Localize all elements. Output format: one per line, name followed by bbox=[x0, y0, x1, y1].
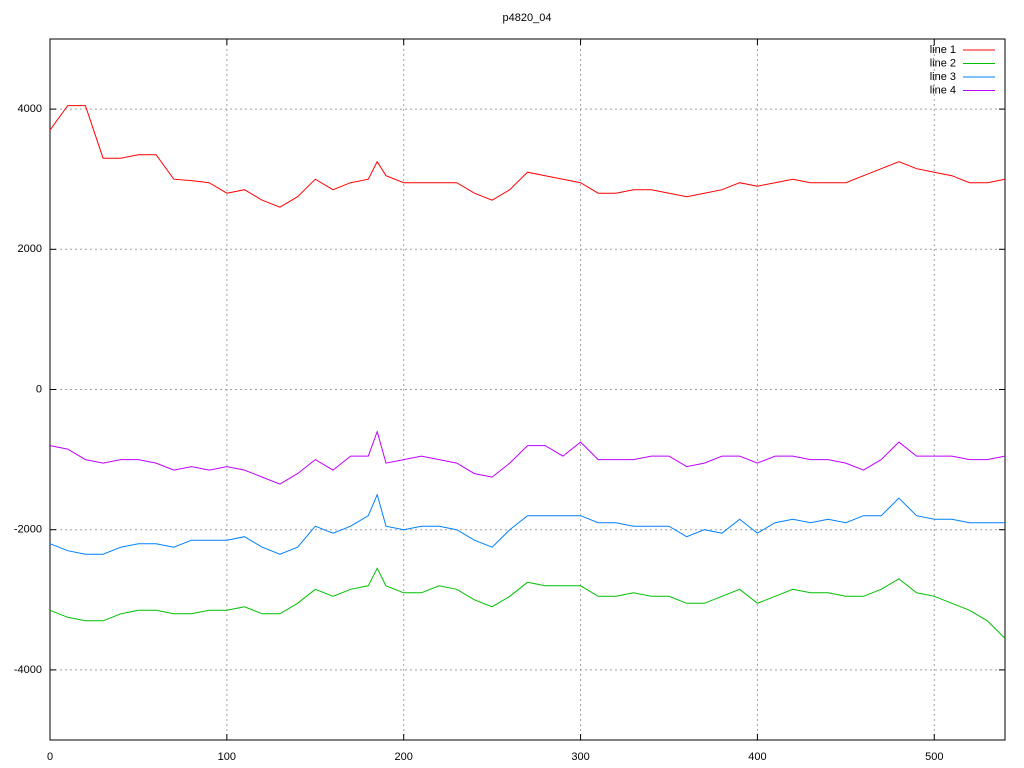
series-line bbox=[49, 429, 1006, 485]
x-tick-label: 400 bbox=[748, 751, 766, 763]
legend-label: line 3 bbox=[930, 71, 956, 83]
x-tick-label: 500 bbox=[925, 751, 943, 763]
y-tick-label: 0 bbox=[36, 383, 42, 395]
x-tick-label: 0 bbox=[47, 751, 53, 763]
x-tick-label: 100 bbox=[218, 751, 236, 763]
series-line bbox=[49, 493, 1005, 555]
y-tick-label: 2000 bbox=[18, 243, 42, 255]
series-line bbox=[49, 567, 1006, 639]
legend-label: line 2 bbox=[930, 57, 956, 69]
legend-label: line 4 bbox=[930, 84, 956, 96]
x-tick-label: 300 bbox=[571, 751, 589, 763]
legend-label: line 1 bbox=[930, 44, 956, 56]
y-tick-label: -2000 bbox=[14, 524, 42, 536]
x-tick-label: 200 bbox=[395, 751, 413, 763]
plot-border bbox=[49, 38, 1006, 741]
series-line bbox=[49, 105, 1006, 208]
chart-title: p4820_04 bbox=[503, 12, 552, 24]
y-tick-label: 4000 bbox=[18, 103, 42, 115]
y-tick-label: -4000 bbox=[14, 664, 42, 676]
